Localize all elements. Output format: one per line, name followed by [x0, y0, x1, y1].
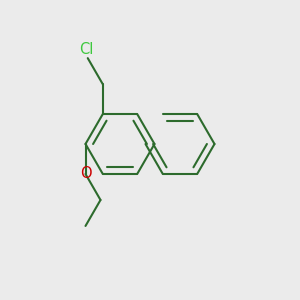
- Text: Cl: Cl: [79, 42, 93, 57]
- Text: O: O: [80, 167, 91, 182]
